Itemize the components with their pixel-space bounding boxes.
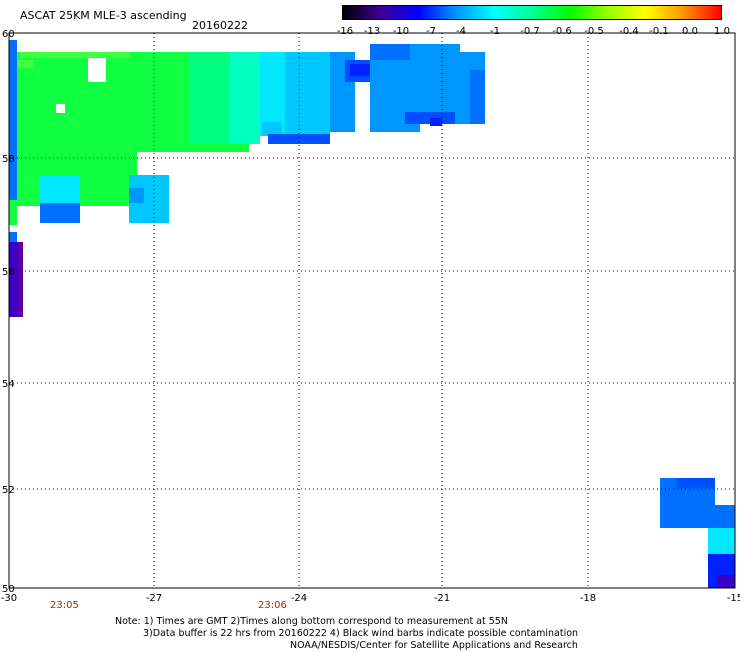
- swath-cell: [350, 64, 370, 76]
- colorbar-label: -0.4: [619, 26, 639, 37]
- swath-cell: [268, 134, 330, 144]
- lon-tick-label: -15: [727, 593, 740, 604]
- swath-cell: [262, 122, 282, 136]
- lat-tick-label: 54: [2, 379, 15, 390]
- colorbar-label: 0.0: [682, 26, 698, 37]
- lon-tick-label: -21: [434, 593, 450, 604]
- swath-cell: [129, 188, 144, 203]
- swath-cell: [370, 44, 410, 60]
- swath-cell: [9, 60, 34, 68]
- swath-cell: [9, 232, 17, 242]
- swath-cell: [285, 52, 330, 140]
- lon-tick-label: -24: [291, 593, 307, 604]
- colorbar-label: -10: [392, 26, 410, 37]
- colorbar-label: -13: [363, 26, 381, 37]
- colorbar-label: 1.0: [714, 26, 730, 37]
- colorbar-label: -1: [490, 26, 500, 37]
- lon-tick-label: -30: [1, 593, 17, 604]
- lat-tick-label: 60: [2, 29, 15, 40]
- swath-cell: [9, 40, 17, 200]
- lon-tick-label: -18: [580, 593, 596, 604]
- swath-cell: [40, 203, 80, 223]
- colorbar-label: -16: [336, 26, 354, 37]
- lat-lon-grid: [9, 33, 735, 588]
- lat-tick-label: 58: [2, 154, 15, 165]
- colorbar: [342, 5, 722, 20]
- note-line-2: 3)Data buffer is 22 hrs from 20160222 4)…: [143, 628, 579, 639]
- time-label-2: 23:06: [258, 600, 287, 611]
- lon-tick-label: -27: [146, 593, 162, 604]
- lat-tick-label: 50: [2, 584, 15, 595]
- swath-cell: [40, 175, 80, 203]
- axis-ticks: -30 -27 -24 -21 -18 -15 60 58 56 54 52 50: [1, 29, 740, 604]
- colorbar-label: -0.7: [520, 26, 540, 37]
- swath-cell: [17, 242, 23, 317]
- note-line-3: NOAA/NESDIS/Center for Satellite Applica…: [290, 640, 578, 651]
- lat-tick-label: 52: [2, 485, 15, 496]
- colorbar-label: -4: [456, 26, 466, 37]
- swath-cell: [430, 118, 442, 126]
- lat-tick-label: 56: [2, 267, 15, 278]
- swath-cell: [420, 44, 460, 124]
- colorbar-label: -0.6: [552, 26, 572, 37]
- colorbar-label: -7: [426, 26, 436, 37]
- colorbar-labels: -16 -13 -10 -7 -4 -1 -0.7 -0.6 -0.5 -0.4 -0.1 0.0 1.…: [330, 26, 740, 38]
- swath-cell: [190, 52, 230, 144]
- plot-frame: [8, 32, 736, 589]
- swath-cell: [230, 52, 260, 144]
- map-date: 20160222: [192, 19, 248, 32]
- swath-cell: [20, 52, 130, 58]
- swath-cell: [9, 200, 17, 225]
- swath-cell: [470, 70, 485, 124]
- colorbar-label: -0.1: [649, 26, 669, 37]
- swath-cell: [677, 478, 715, 488]
- time-label-1: 23:05: [50, 600, 79, 611]
- swath-cell: [708, 528, 735, 554]
- map-title: ASCAT 25KM MLE-3 ascending: [20, 9, 187, 22]
- colorbar-label: -0.5: [584, 26, 604, 37]
- swath-cell: [717, 575, 735, 588]
- note-line-1: Note: 1) Times are GMT 2)Times along bot…: [115, 616, 508, 627]
- swath-cell: [88, 52, 106, 82]
- swath-cell: [56, 104, 65, 113]
- data-swath: [9, 40, 735, 588]
